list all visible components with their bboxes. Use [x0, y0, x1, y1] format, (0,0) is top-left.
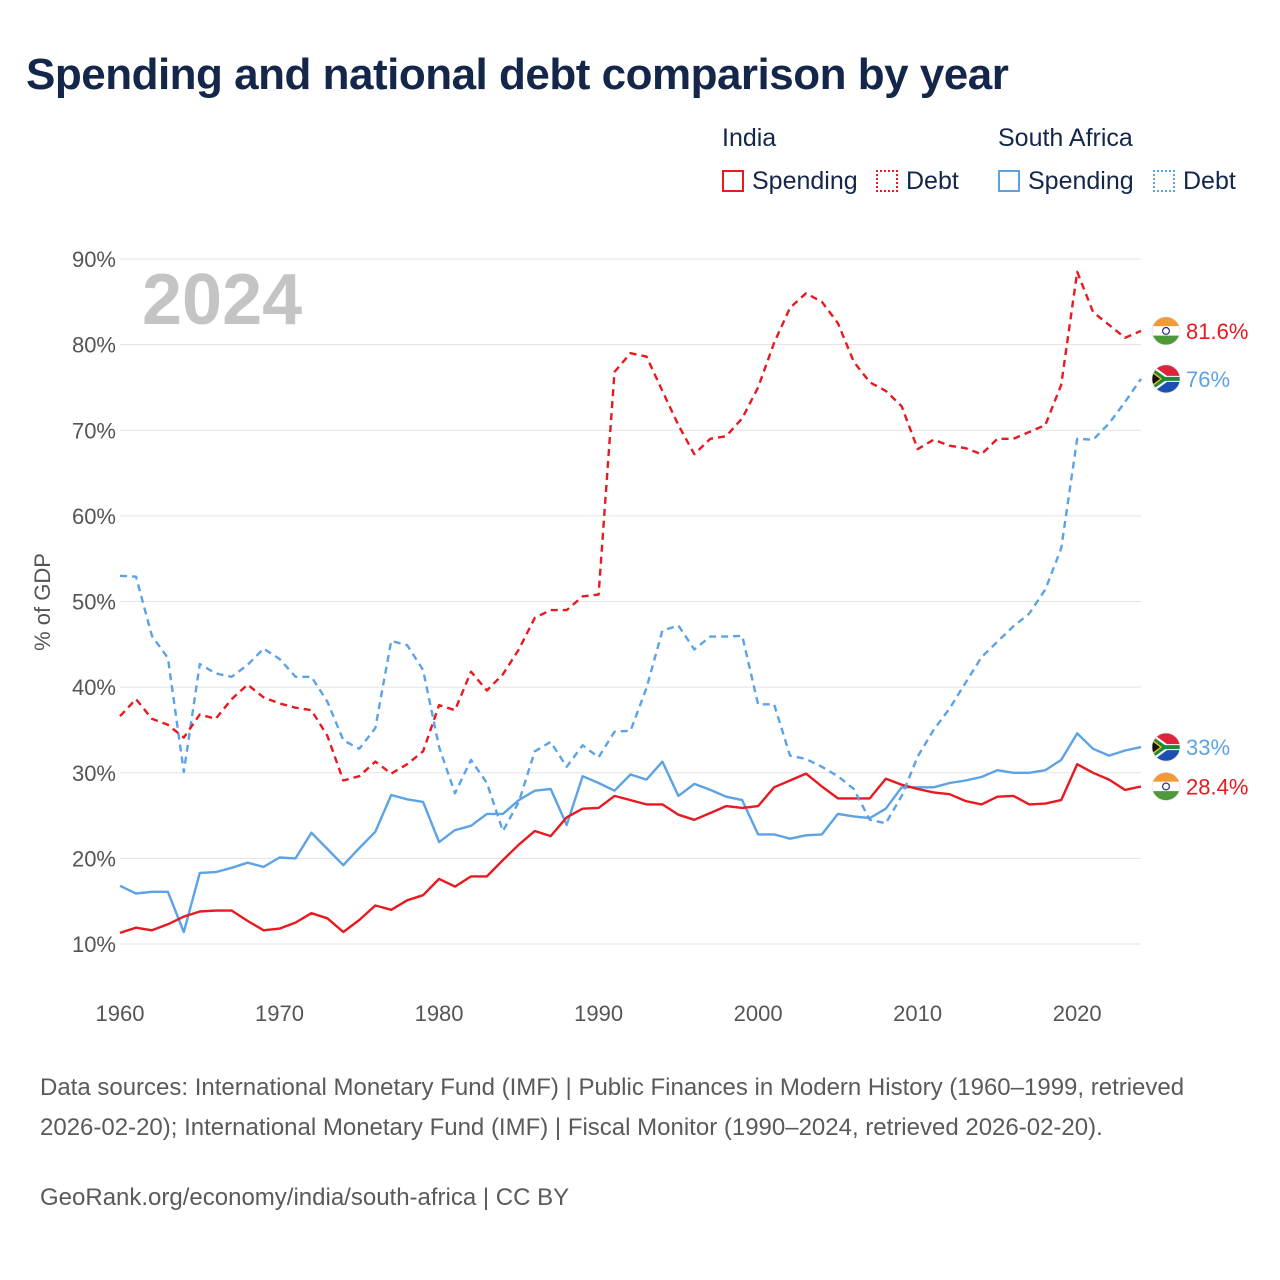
end-marker-india-spending: 28.4%: [1151, 772, 1248, 801]
end-marker-south-africa-spending: 33%: [1151, 732, 1230, 762]
legend-swatch-south-africa-spending: [998, 170, 1020, 192]
y-axis-label: % of GDP: [30, 553, 55, 651]
south-africa-flag-icon: [1151, 364, 1181, 394]
x-tick-label: 2010: [893, 1001, 942, 1026]
end-value-label: 76%: [1186, 367, 1230, 392]
x-tick-label: 1990: [574, 1001, 623, 1026]
x-axis: 1960 1970 1980 1990 2000 2010 2020: [96, 1001, 1102, 1026]
y-tick-label: 80%: [72, 333, 116, 358]
footer-sources: Data sources: International Monetary Fun…: [40, 1074, 1185, 1141]
chart-title: Spending and national debt comparison by…: [26, 50, 1009, 99]
legend-label-india-spending: Spending: [752, 166, 858, 195]
legend-swatch-india-debt: [876, 170, 898, 192]
y-tick-label: 20%: [72, 846, 116, 871]
y-axis: 10% 20% 30% 40% 50% 60% 70% 80% 90%: [72, 247, 116, 957]
legend-south-africa-debt[interactable]: Debt: [1153, 166, 1236, 196]
india-flag-icon: [1151, 772, 1181, 801]
line-chart: 10% 20% 30% 40% 50% 60% 70% 80% 90% 1960 1970 1980…: [30, 247, 1248, 1026]
legend-swatch-south-africa-debt: [1153, 170, 1175, 192]
x-tick-label: 2020: [1053, 1001, 1102, 1026]
end-marker-south-africa-debt: 76%: [1151, 364, 1230, 394]
series-line-south-africa-spending[interactable]: [119, 732, 1142, 934]
x-tick-label: 1970: [255, 1001, 304, 1026]
legend-india-spending[interactable]: Spending: [722, 166, 858, 196]
end-markers: 28.4% 81.6% 33% 76%: [1151, 316, 1248, 801]
y-tick-label: 90%: [72, 247, 116, 272]
end-value-label: 81.6%: [1186, 319, 1248, 344]
x-tick-label: 1980: [415, 1001, 464, 1026]
y-tick-label: 40%: [72, 675, 116, 700]
y-tick-label: 30%: [72, 761, 116, 786]
end-marker-india-debt: 81.6%: [1151, 316, 1248, 346]
series-line-india-spending[interactable]: [119, 763, 1142, 935]
footer-link[interactable]: GeoRank.org/economy/india/south-africa |…: [40, 1184, 570, 1211]
south-africa-flag-icon: [1151, 732, 1181, 762]
x-tick-label: 1960: [96, 1001, 145, 1026]
legend-label-south-africa-debt: Debt: [1183, 166, 1236, 195]
series-line-india-debt[interactable]: [119, 270, 1142, 782]
y-tick-label: 50%: [72, 590, 116, 615]
x-tick-label: 2000: [734, 1001, 783, 1026]
series-lines: [119, 270, 1142, 935]
legend-india-debt[interactable]: Debt: [876, 166, 959, 196]
india-flag-icon: [1151, 316, 1181, 346]
legend-label-south-africa-spending: Spending: [1028, 166, 1134, 195]
legend-swatch-india-spending: [722, 170, 744, 192]
end-value-label: 28.4%: [1186, 774, 1248, 799]
end-value-label: 33%: [1186, 735, 1230, 760]
legend-south-africa-spending[interactable]: Spending: [998, 166, 1134, 196]
grid-lines: [120, 258, 1141, 945]
legend-title-india: India: [722, 124, 777, 152]
year-label: 2024: [142, 260, 302, 340]
legend-title-south-africa: South Africa: [998, 124, 1133, 152]
y-tick-label: 60%: [72, 504, 116, 529]
legend-label-india-debt: Debt: [906, 166, 959, 195]
series-line-south-africa-debt[interactable]: [119, 378, 1142, 833]
y-tick-label: 70%: [72, 418, 116, 443]
y-tick-label: 10%: [72, 932, 116, 957]
